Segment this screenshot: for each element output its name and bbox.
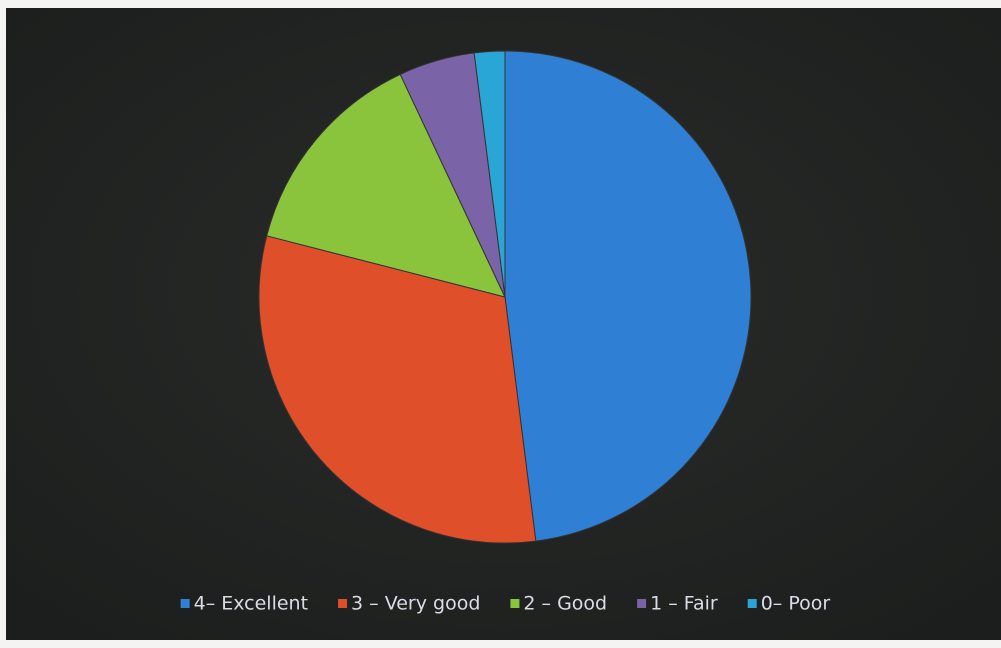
page: 4– Excellent 3 – Very good 2 – Good 1 – Fai… bbox=[0, 0, 1001, 648]
legend-label: 2 – Good bbox=[523, 593, 607, 615]
legend-marker bbox=[637, 599, 646, 608]
legend-label: 3 – Very good bbox=[351, 593, 480, 615]
legend-marker bbox=[510, 599, 519, 608]
pie bbox=[259, 51, 751, 543]
legend-marker bbox=[748, 599, 757, 608]
legend-marker bbox=[181, 599, 190, 608]
legend-marker bbox=[338, 599, 347, 608]
legend-label: 1 – Fair bbox=[650, 593, 718, 615]
legend-label: 0– Poor bbox=[761, 593, 831, 615]
legend-label: 4– Excellent bbox=[194, 593, 308, 615]
chart: 4– Excellent 3 – Very good 2 – Good 1 – Fai… bbox=[0, 0, 1001, 648]
